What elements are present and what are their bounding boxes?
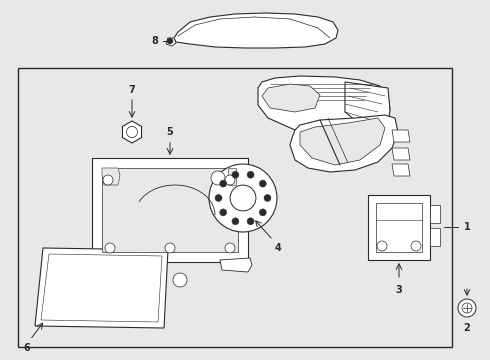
Polygon shape bbox=[174, 13, 338, 48]
Circle shape bbox=[209, 164, 277, 232]
Polygon shape bbox=[41, 254, 162, 322]
Circle shape bbox=[462, 303, 472, 313]
Polygon shape bbox=[392, 130, 410, 142]
Polygon shape bbox=[166, 38, 176, 46]
Circle shape bbox=[411, 241, 421, 251]
Polygon shape bbox=[220, 258, 252, 272]
Text: 1: 1 bbox=[464, 222, 470, 232]
Circle shape bbox=[126, 126, 138, 138]
Polygon shape bbox=[368, 195, 430, 260]
Text: 6: 6 bbox=[24, 343, 30, 353]
Circle shape bbox=[211, 171, 225, 185]
Circle shape bbox=[165, 243, 175, 253]
Polygon shape bbox=[300, 118, 385, 165]
Polygon shape bbox=[376, 203, 422, 252]
Circle shape bbox=[173, 273, 187, 287]
Polygon shape bbox=[92, 158, 248, 262]
Circle shape bbox=[259, 180, 266, 187]
Polygon shape bbox=[102, 168, 238, 252]
Circle shape bbox=[225, 175, 235, 185]
Polygon shape bbox=[430, 205, 440, 223]
Circle shape bbox=[225, 243, 235, 253]
Circle shape bbox=[377, 241, 387, 251]
Polygon shape bbox=[258, 76, 390, 133]
Circle shape bbox=[105, 243, 115, 253]
Circle shape bbox=[103, 175, 113, 185]
Polygon shape bbox=[262, 84, 320, 112]
Polygon shape bbox=[35, 248, 168, 328]
Polygon shape bbox=[228, 168, 236, 185]
Text: 7: 7 bbox=[129, 85, 135, 95]
Circle shape bbox=[264, 194, 271, 202]
Circle shape bbox=[215, 194, 222, 202]
Bar bbox=[18, 68, 452, 347]
Polygon shape bbox=[290, 115, 398, 172]
Polygon shape bbox=[430, 228, 440, 246]
Circle shape bbox=[247, 171, 254, 178]
Text: 3: 3 bbox=[395, 285, 402, 295]
Text: 2: 2 bbox=[464, 323, 470, 333]
Circle shape bbox=[220, 180, 227, 187]
Polygon shape bbox=[392, 148, 410, 160]
Circle shape bbox=[220, 209, 227, 216]
Circle shape bbox=[259, 209, 266, 216]
Circle shape bbox=[232, 218, 239, 225]
Polygon shape bbox=[102, 168, 120, 185]
Circle shape bbox=[167, 38, 173, 44]
Circle shape bbox=[232, 171, 239, 178]
Text: 8: 8 bbox=[151, 36, 158, 46]
Circle shape bbox=[247, 218, 254, 225]
Polygon shape bbox=[345, 82, 390, 132]
Polygon shape bbox=[122, 121, 142, 143]
Polygon shape bbox=[392, 164, 410, 176]
Text: 4: 4 bbox=[274, 243, 281, 253]
Circle shape bbox=[458, 299, 476, 317]
Text: 5: 5 bbox=[167, 127, 173, 137]
Circle shape bbox=[230, 185, 256, 211]
